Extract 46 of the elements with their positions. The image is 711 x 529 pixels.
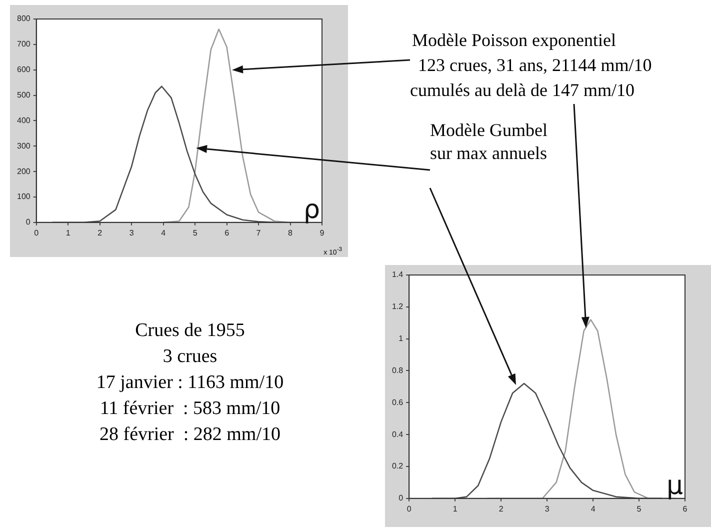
x-axis-title: ρ <box>303 195 320 226</box>
y-tick-label: 0.8 <box>392 366 404 375</box>
y-tick-label: 0.6 <box>392 398 404 407</box>
y-tick-label: 0.2 <box>392 462 404 471</box>
x-tick-label: 4 <box>161 228 166 238</box>
y-tick-label: 500 <box>16 90 31 100</box>
text: sur max annuels <box>430 143 547 164</box>
y-tick-label: 600 <box>16 65 31 74</box>
text: 3 crues <box>162 345 218 369</box>
text: 123 crues, 31 ans, 21144 mm/10 <box>418 55 652 76</box>
x-tick-label: 3 <box>129 228 134 238</box>
x-tick-label: 6 <box>682 504 688 514</box>
y-tick-label: 0 <box>398 494 404 503</box>
y-tick-label: 200 <box>16 166 31 176</box>
x-tick-label: 8 <box>288 228 294 238</box>
x-tick-label: 0 <box>406 504 412 514</box>
y-tick-label: 1 <box>398 334 404 344</box>
y-tick-label: 1.2 <box>392 302 404 312</box>
y-tick-label: 300 <box>16 141 31 150</box>
text: 11 février : 583 mm/10 <box>98 397 282 421</box>
y-tick-label: 800 <box>16 14 31 24</box>
text: Crues de 1955 <box>134 319 246 343</box>
x-tick-label: 4 <box>590 504 596 514</box>
y-tick-label: 100 <box>16 192 31 202</box>
x-tick-label: 7 <box>256 228 262 238</box>
y-tick-label: 400 <box>16 116 31 125</box>
text: 17 janvier : 1163 mm/10 <box>95 371 285 395</box>
y-tick-label: 1.4 <box>392 270 404 280</box>
y-tick-label: 700 <box>16 40 31 49</box>
x-tick-label: 0 <box>34 228 40 238</box>
text: 28 février : 282 mm/10 <box>98 423 282 447</box>
text: Modèle Gumbel <box>430 120 548 141</box>
x-tick-label: 5 <box>192 228 198 238</box>
y-tick-label: 0 <box>26 218 31 227</box>
text: cumulés au delà de 147 mm/10 <box>410 80 634 101</box>
x-tick-label: 9 <box>320 228 325 238</box>
x-tick-label: 5 <box>636 504 642 514</box>
text: Modèle Poisson exponentiel <box>412 30 616 51</box>
y-tick-label: 0.4 <box>392 430 404 439</box>
x-axis-title: μ <box>666 471 683 502</box>
x-tick-label: 2 <box>98 228 103 238</box>
x-tick-label: 2 <box>498 504 504 514</box>
x-tick-label: 1 <box>452 504 458 514</box>
x-tick-label: 3 <box>544 504 550 514</box>
x-tick-label: 1 <box>66 228 71 238</box>
x-tick-label: 6 <box>224 228 230 238</box>
